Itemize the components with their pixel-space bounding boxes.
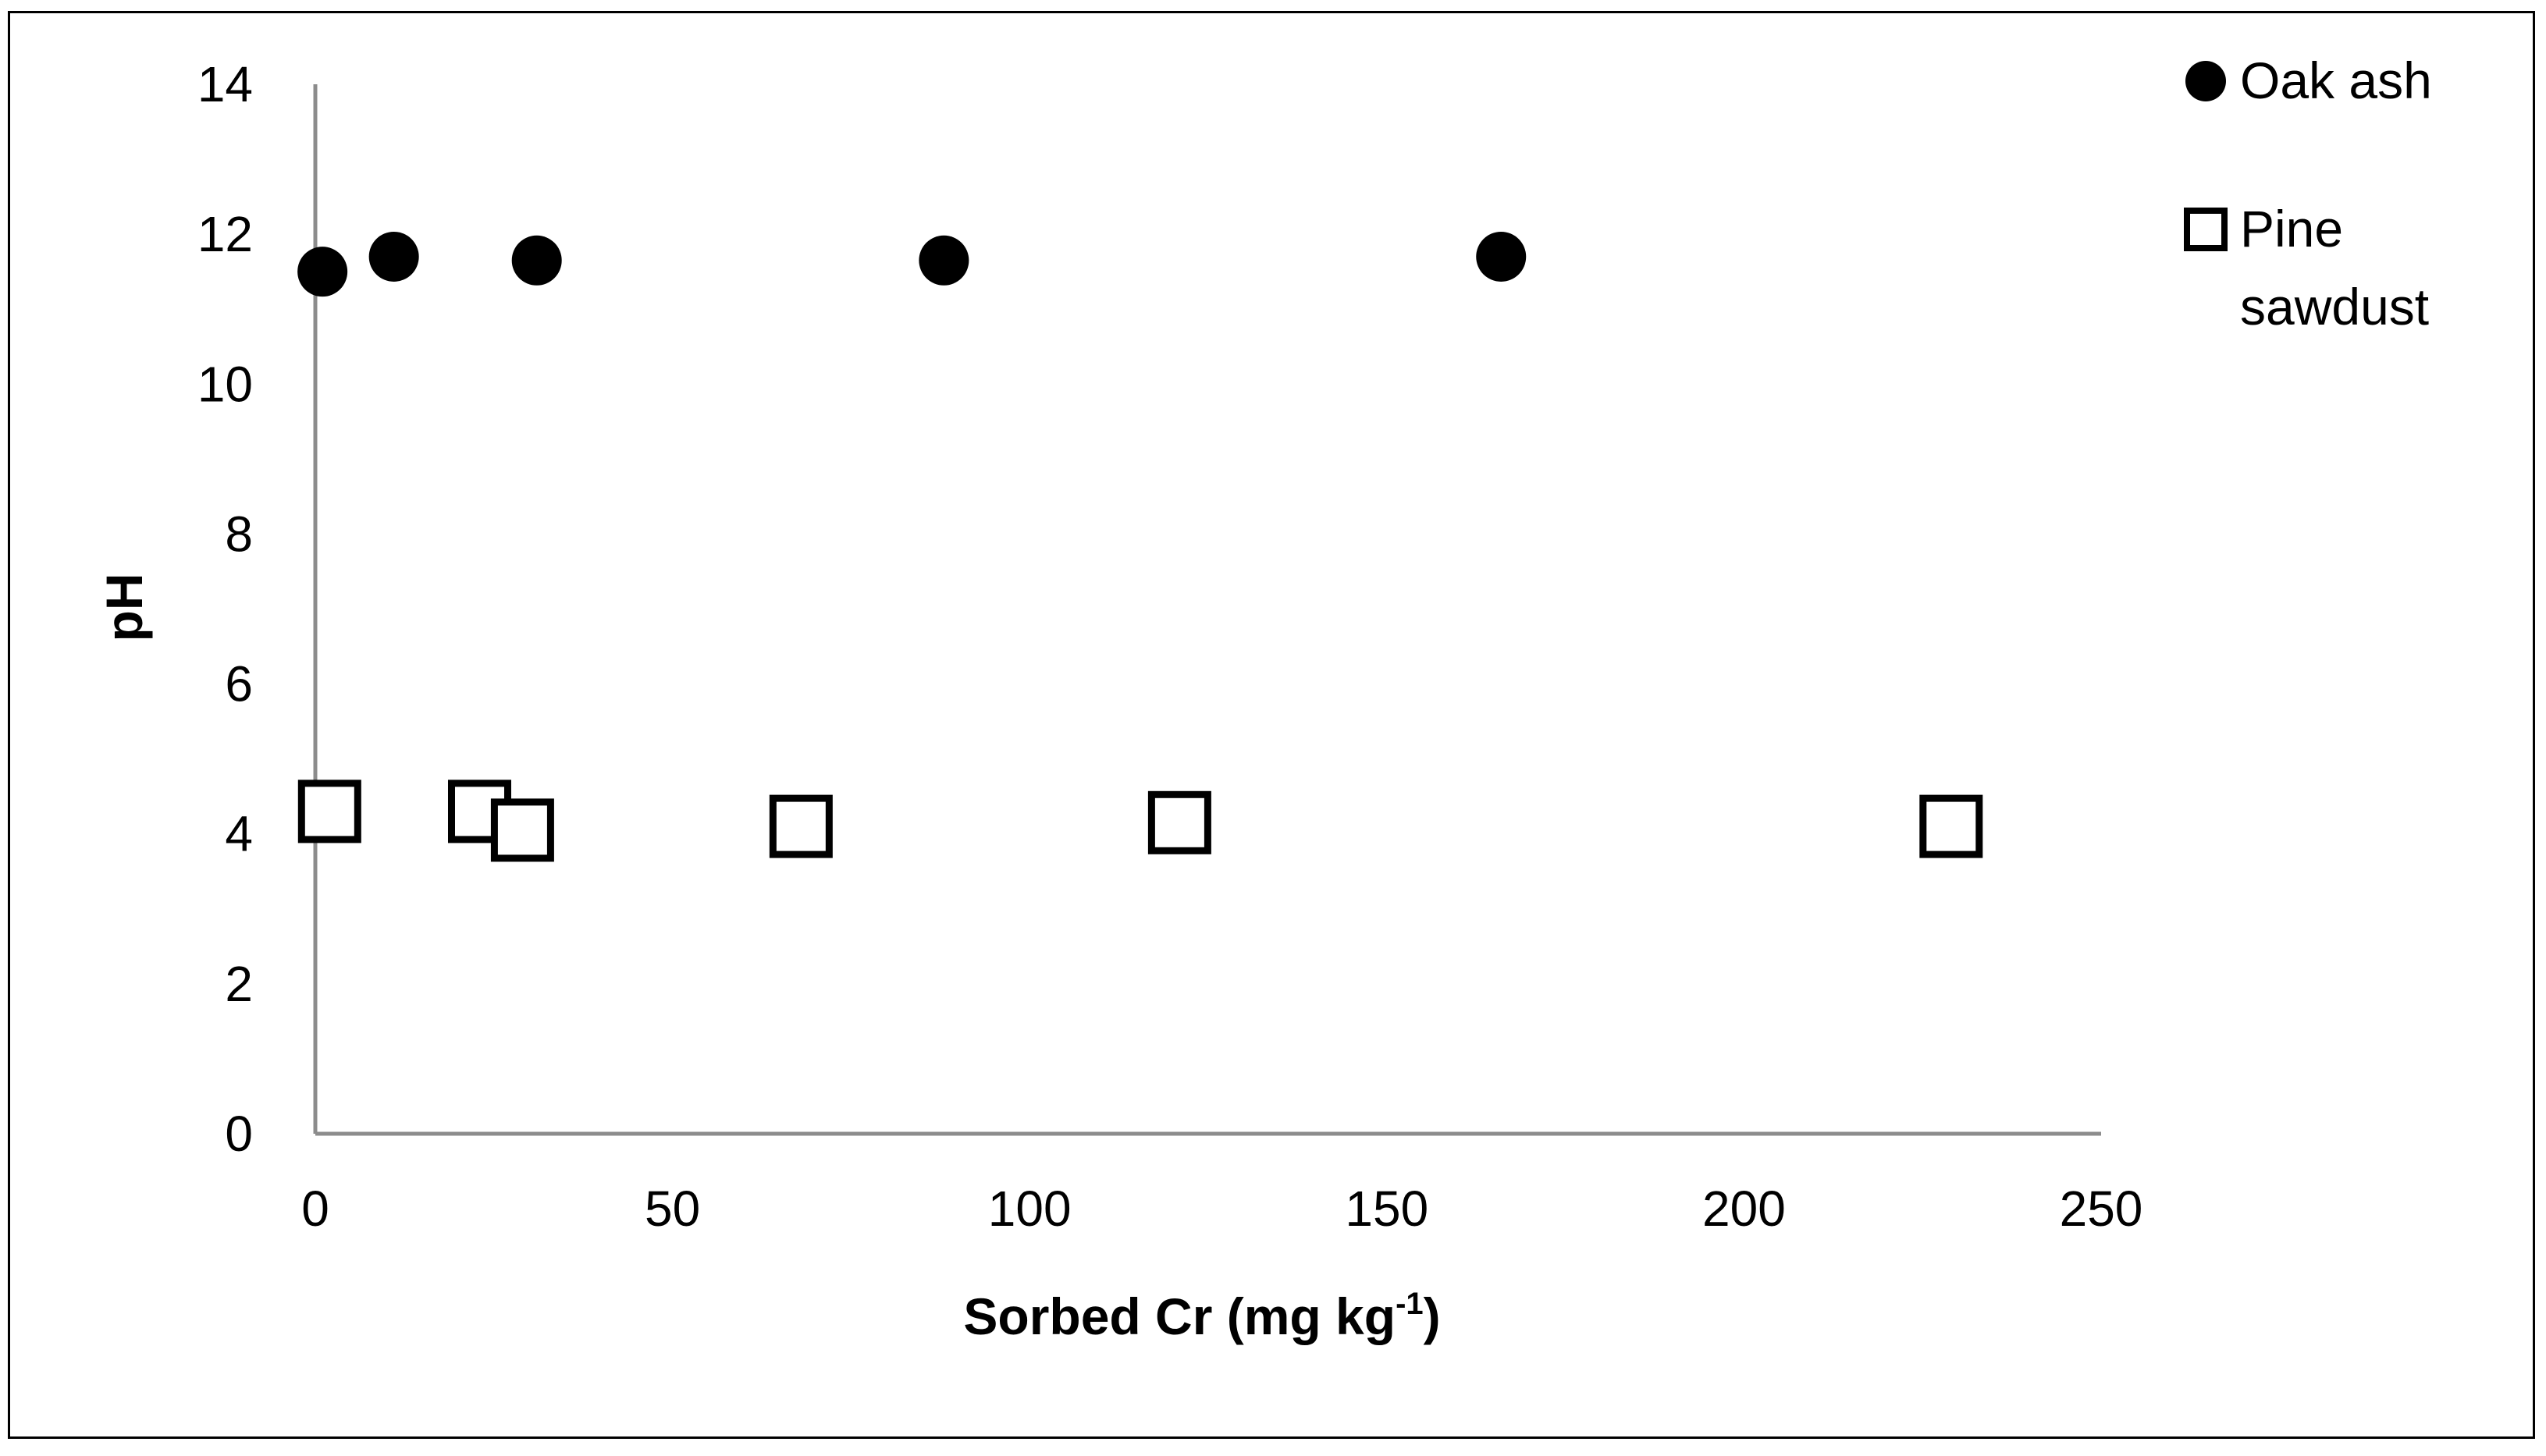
legend: Oak ash Pine sawdust: [2184, 51, 2432, 336]
x-tick-label: 250: [2060, 1181, 2143, 1237]
x-tick-label: 50: [645, 1181, 700, 1237]
y-tick-label: 2: [225, 956, 253, 1012]
x-tick-label: 100: [988, 1181, 1072, 1237]
y-axis-title: pH: [95, 574, 153, 642]
legend-item: Oak ash: [2185, 51, 2432, 109]
legend-marker-circle: [2185, 61, 2226, 101]
legend-label: sawdust: [2240, 278, 2429, 336]
legend-label: Pine: [2240, 200, 2343, 257]
data-points: [297, 231, 1983, 862]
x-axis-title-superscript: -1: [1396, 1287, 1424, 1321]
x-tick-labels: 0 50 100 150 200 250: [301, 1181, 2142, 1237]
x-axis-title-text: Sorbed Cr (mg kg: [963, 1287, 1396, 1345]
data-point-pine-sawdust: [1147, 790, 1211, 854]
y-tick-label: 8: [225, 506, 253, 562]
y-tick-label: 12: [197, 206, 253, 262]
data-point-oak-ash: [1476, 231, 1527, 282]
y-tick-label: 14: [197, 56, 253, 112]
y-tick-label: 10: [197, 356, 253, 412]
y-tick-label: 6: [225, 656, 253, 712]
legend-item: Pine sawdust: [2184, 200, 2429, 336]
x-tick-label: 0: [301, 1181, 329, 1237]
legend-marker-square: [2184, 208, 2228, 251]
data-point-pine-sawdust: [490, 798, 554, 862]
x-axis-title-close: ): [1424, 1287, 1441, 1345]
y-tick-label: 0: [225, 1106, 253, 1162]
data-point-pine-sawdust: [297, 779, 361, 843]
data-point-oak-ash: [368, 231, 419, 282]
y-tick-label: 4: [225, 806, 253, 862]
data-point-oak-ash: [919, 235, 969, 286]
x-tick-label: 150: [1345, 1181, 1428, 1237]
legend-label: Oak ash: [2240, 51, 2432, 109]
data-point-pine-sawdust: [1919, 794, 1983, 858]
x-tick-label: 200: [1702, 1181, 1786, 1237]
chart-frame: [8, 11, 2535, 1439]
data-point-oak-ash: [297, 247, 348, 297]
axes: [313, 84, 2101, 1136]
x-axis-title: Sorbed Cr (mg kg-1): [963, 1287, 1440, 1345]
data-point-pine-sawdust: [769, 794, 833, 858]
data-point-oak-ash: [511, 235, 562, 286]
y-tick-labels: 0 2 4 6 8 10 12 14: [197, 56, 253, 1162]
